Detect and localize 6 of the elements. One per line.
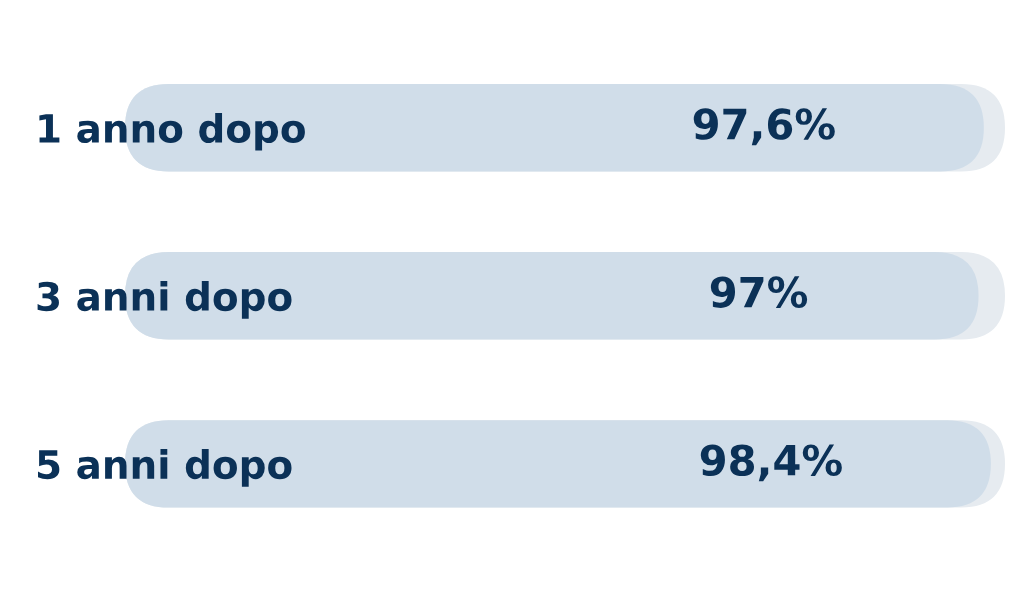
y-tick-label: 5 anni dopo bbox=[38, 449, 292, 487]
y-tick-label: 3 anni dopo bbox=[37, 281, 292, 319]
data-label: 97,6% bbox=[693, 108, 835, 146]
y-tick-label: 1 anno dopo bbox=[39, 112, 305, 151]
data-label: 98,4% bbox=[700, 444, 842, 482]
data-label: 97% bbox=[710, 276, 808, 308]
